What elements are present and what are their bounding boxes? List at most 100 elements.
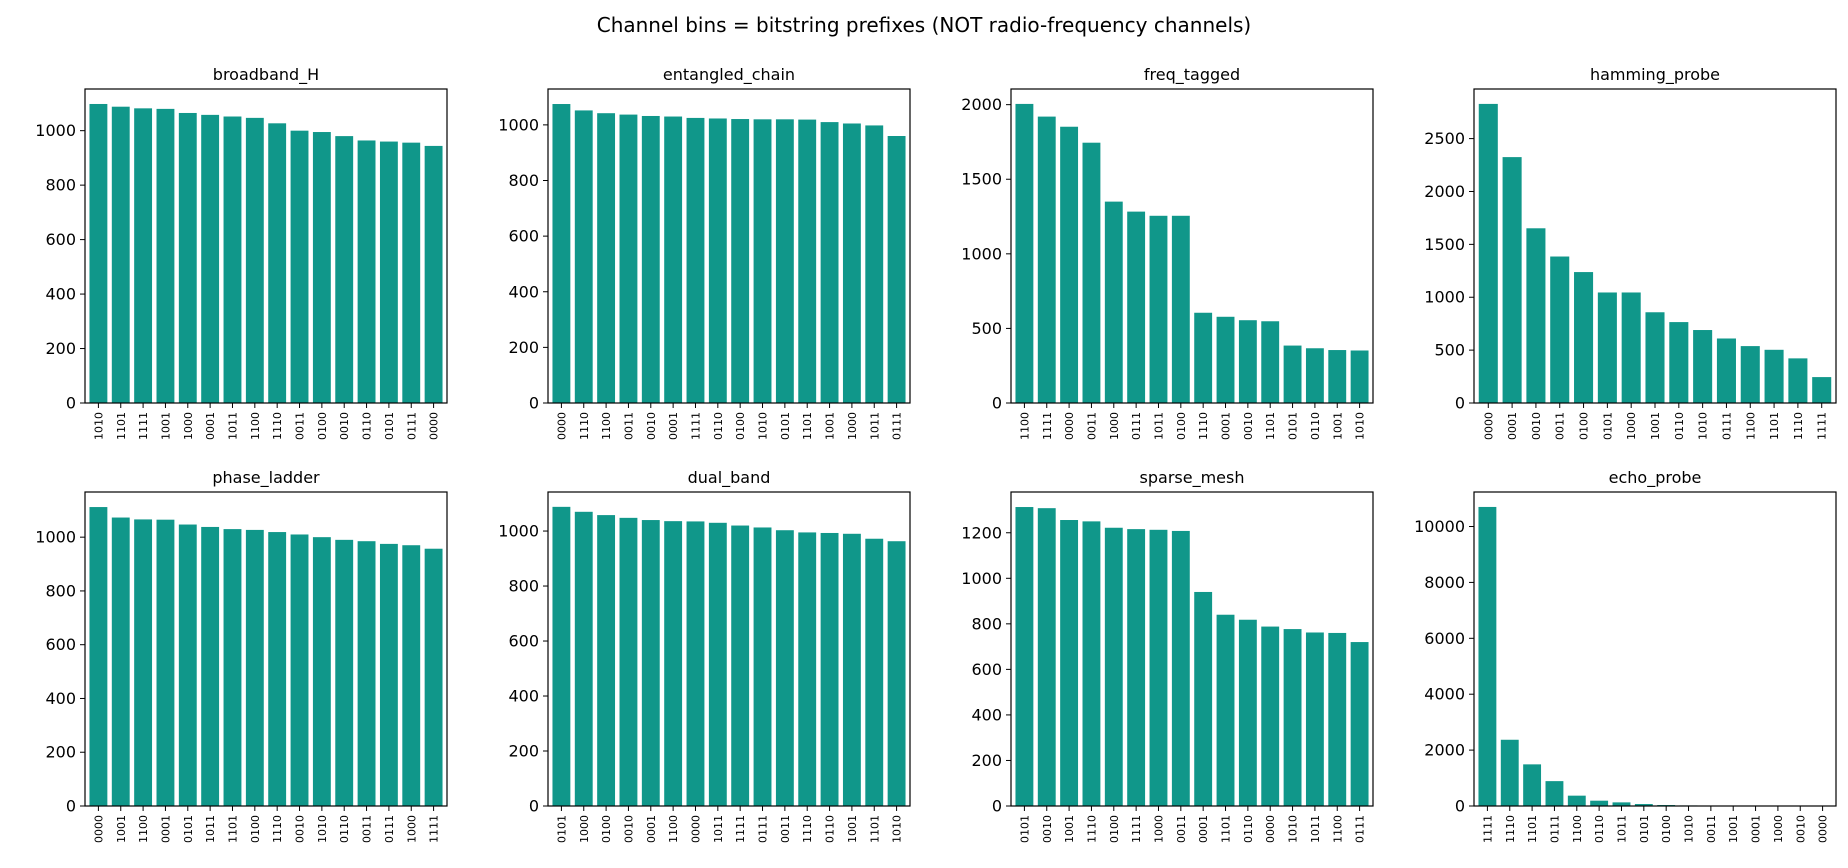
bar-1101 [1261, 321, 1280, 403]
y-tick-label: 1000 [961, 244, 1002, 263]
axes-frame [84, 88, 448, 404]
bar-1110 [268, 532, 287, 806]
x-tick-label: 0010 [1041, 815, 1054, 843]
axes-frame [1010, 88, 1374, 404]
x-tick-label: 1101 [868, 815, 881, 843]
x-tick-label: 0000 [92, 815, 105, 843]
x-tick-label: 0000 [1264, 815, 1277, 843]
y-tick-label: 1500 [961, 170, 1002, 189]
x-tick-label: 0010 [622, 815, 635, 843]
x-tick-label: 0111 [1354, 815, 1367, 843]
x-tick-label: 0001 [645, 815, 658, 843]
y-tick-label: 600 [508, 632, 539, 651]
bar-0010 [1037, 508, 1056, 806]
panel-title: phase_ladder [212, 468, 320, 488]
bar-1100 [1567, 795, 1586, 806]
x-tick-label: 0111 [1548, 815, 1561, 843]
y-tick-label: 0 [529, 394, 539, 413]
x-tick-label: 0000 [428, 412, 441, 440]
bar-1101 [1764, 349, 1784, 403]
bar-0110 [335, 539, 354, 806]
axes-frame [84, 491, 448, 807]
y-tick-label: 600 [45, 230, 76, 249]
x-tick-label: 0111 [1720, 412, 1733, 440]
x-tick-label: 0100 [316, 412, 329, 440]
x-tick-label: 1111 [1481, 815, 1494, 843]
y-tick-label: 500 [1434, 341, 1465, 360]
chart-panel-dual_band: dual_band 0 200 400 600 800 1000 0101 1000 0100 00… [498, 468, 911, 843]
x-tick-label: 1010 [891, 815, 904, 843]
bar-1011 [1612, 802, 1631, 806]
y-tick-label: 2000 [961, 95, 1002, 114]
bar-0111 [1350, 642, 1369, 806]
x-tick-label: 0001 [1197, 815, 1210, 843]
x-tick-label: 1011 [868, 412, 881, 440]
x-tick-label: 1000 [405, 815, 418, 843]
x-tick-label: 0011 [294, 412, 307, 440]
bar-1111 [686, 117, 705, 404]
bar-0110 [357, 140, 376, 403]
y-tick-label: 800 [508, 171, 539, 190]
bar-0100 [245, 529, 264, 806]
x-tick-label: 0101 [182, 815, 195, 843]
x-tick-label: 1010 [1697, 412, 1710, 440]
bar-0111 [1545, 781, 1564, 806]
x-tick-label: 1000 [578, 815, 591, 843]
bar-0011 [1171, 530, 1190, 806]
bar-0101 [1283, 345, 1302, 403]
axes-frame [1010, 491, 1374, 807]
axes-frame [547, 88, 911, 404]
y-tick-label: 600 [971, 660, 1002, 679]
x-tick-label: 0000 [1063, 412, 1076, 440]
x-tick-label: 0111 [383, 815, 396, 843]
panel-title: hamming_probe [1590, 65, 1720, 85]
x-tick-label: 1010 [92, 412, 105, 440]
x-tick-label: 0000 [555, 412, 568, 440]
x-tick-label: 0001 [1506, 412, 1519, 440]
bar-1110 [1194, 312, 1213, 403]
y-tick-label: 1000 [498, 522, 539, 541]
panel-title: dual_band [688, 468, 771, 488]
bar-0110 [820, 532, 839, 806]
x-tick-label: 1111 [1041, 412, 1054, 440]
x-tick-label: 1010 [1287, 815, 1300, 843]
bar-0110 [1669, 322, 1689, 403]
y-tick-label: 2000 [1424, 182, 1465, 201]
x-tick-label: 1101 [1220, 815, 1233, 843]
bar-1010 [887, 541, 906, 806]
chart-panel-entangled_chain: entangled_chain 0 200 400 600 800 1000 0000 1110… [498, 65, 911, 440]
panel-title: echo_probe [1609, 468, 1702, 488]
bar-1110 [574, 110, 593, 404]
bar-0001 [1502, 157, 1522, 403]
bar-0010 [290, 534, 309, 806]
bar-1001 [1060, 520, 1079, 806]
bar-1001 [842, 533, 861, 806]
x-tick-label: 1100 [1744, 412, 1757, 440]
bar-1011 [1305, 632, 1324, 806]
x-tick-label: 1001 [846, 815, 859, 843]
x-tick-label: 0110 [712, 412, 725, 440]
x-tick-label: 1111 [137, 412, 150, 440]
bar-1100 [1328, 632, 1347, 806]
bar-1001 [1328, 350, 1347, 403]
x-tick-label: 1110 [1792, 412, 1805, 440]
y-tick-label: 6000 [1424, 629, 1465, 648]
x-tick-label: 0011 [622, 412, 635, 440]
panel-title: freq_tagged [1144, 65, 1240, 85]
x-tick-label: 0011 [1554, 412, 1567, 440]
x-tick-label: 1100 [1571, 815, 1584, 843]
bar-1100 [1740, 346, 1760, 403]
x-tick-label: 1111 [734, 815, 747, 843]
bar-1111 [1478, 506, 1497, 806]
y-tick-label: 1000 [35, 528, 76, 547]
bar-1001 [1645, 312, 1665, 403]
x-tick-label: 1010 [757, 412, 770, 440]
bar-0101 [775, 119, 794, 403]
x-tick-label: 1000 [1152, 815, 1165, 843]
y-tick-label: 8000 [1424, 573, 1465, 592]
x-tick-label: 1101 [115, 412, 128, 440]
x-tick-label: 0001 [159, 815, 172, 843]
y-tick-label: 1000 [961, 569, 1002, 588]
x-tick-label: 1110 [1085, 815, 1098, 843]
bar-0111 [753, 527, 772, 806]
